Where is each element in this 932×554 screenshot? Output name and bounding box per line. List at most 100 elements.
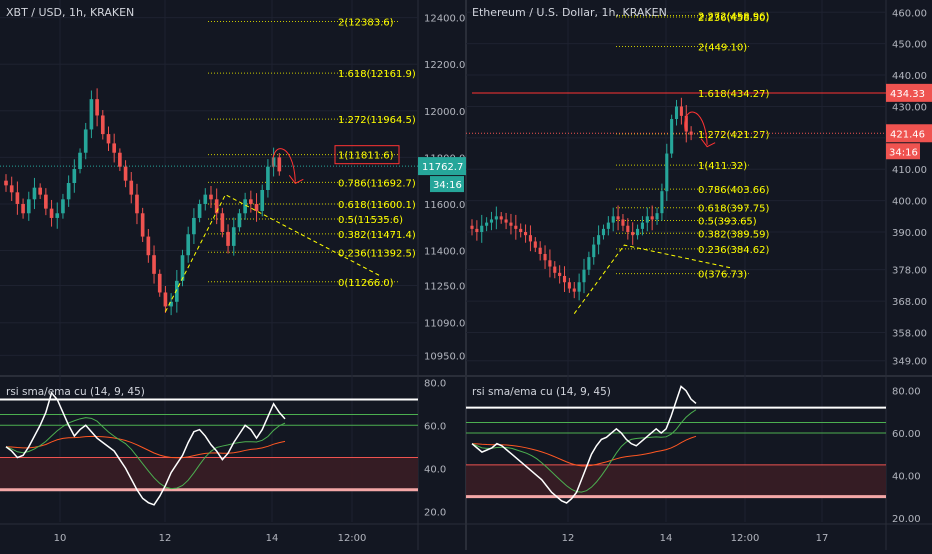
candle-body — [621, 219, 625, 226]
rsi-tick-label: 20.0 — [424, 507, 446, 518]
red-level-label: 434.33 — [890, 89, 925, 100]
fib-level-label: 2(12383.6) — [338, 17, 394, 28]
candle-body — [192, 217, 196, 235]
candle-body — [106, 134, 111, 144]
candle-body — [66, 183, 71, 200]
candle-body — [470, 225, 474, 229]
candle-body — [169, 301, 173, 307]
x-tick-label: 17 — [816, 533, 829, 544]
rsi-tick-label: 80.0 — [424, 378, 446, 389]
candle-body — [533, 241, 537, 248]
candle-body — [26, 199, 31, 214]
candle-body — [679, 106, 683, 116]
annotation-arrow — [684, 111, 708, 145]
x-tick-label: 14 — [266, 533, 279, 544]
candle-body — [587, 257, 591, 270]
y-tick-label: 430.00 — [892, 102, 927, 113]
fib-level-label: 0.618(11600.1) — [338, 200, 416, 211]
candle-body — [249, 199, 253, 204]
candle-body — [237, 213, 242, 228]
candle-body — [226, 231, 230, 246]
last-price-badge — [886, 124, 932, 143]
candle-body — [49, 208, 54, 218]
fib-level-label: 0(11266.0) — [338, 278, 394, 289]
fib-level-label: 1.618(12161.9) — [338, 69, 416, 80]
candle-body — [528, 235, 532, 242]
rsi-tick-label: 80.00 — [892, 387, 921, 398]
candle-body — [558, 272, 562, 276]
fib-level-label: 0.5(393.65) — [698, 217, 757, 228]
fib-level-label: 0.236(11392.5) — [338, 248, 416, 259]
candle-body — [509, 222, 513, 226]
candle-body — [89, 99, 94, 130]
candle-body — [112, 143, 117, 153]
rsi-line — [471, 385, 697, 504]
candle-body — [670, 119, 674, 154]
candle-body — [616, 216, 620, 220]
rsi-fast-average — [5, 417, 286, 490]
candle-body — [214, 199, 219, 214]
y-tick-label: 358.00 — [892, 328, 927, 339]
candle-body — [95, 99, 99, 116]
candle-body — [243, 199, 247, 214]
candle-body — [123, 166, 128, 181]
annotation-arrow — [272, 148, 296, 182]
candle-body — [548, 260, 552, 267]
candle-body — [665, 153, 669, 192]
candle-body — [626, 225, 630, 233]
candle-body — [645, 216, 649, 223]
candle-body — [118, 152, 122, 167]
candle-body — [494, 216, 498, 220]
y-tick-label: 390.00 — [892, 228, 927, 239]
fib-level-label: 2.236(458.50) — [698, 13, 770, 24]
candle-body — [277, 157, 282, 172]
y-tick-label: 440.00 — [892, 71, 927, 82]
candle-body — [135, 194, 139, 214]
candle-body — [499, 216, 503, 220]
candle-body — [611, 216, 615, 223]
candle-body — [480, 225, 484, 233]
candle-body — [684, 115, 688, 132]
countdown-label: 34:16 — [889, 147, 918, 158]
candle-body — [209, 194, 213, 200]
x-tick-label: 10 — [54, 533, 67, 544]
candle-body — [4, 180, 8, 186]
rsi-tick-label: 60.00 — [892, 429, 921, 440]
candle-body — [186, 234, 191, 256]
fib-level-label: 2(449.10) — [698, 42, 747, 53]
y-tick-label: 450.00 — [892, 40, 927, 51]
countdown-label: 34:16 — [433, 180, 462, 191]
candle-body — [197, 203, 202, 218]
red-level-badge — [886, 83, 932, 102]
rsi-oversold-band — [466, 464, 886, 497]
fib-level-label: 0(376.73) — [698, 270, 747, 281]
candle-body — [61, 199, 65, 214]
candle-body — [254, 203, 259, 211]
trend-dashed-line — [164, 194, 381, 312]
candle-body — [55, 213, 60, 218]
candle-body — [271, 157, 276, 167]
candle-body — [577, 282, 581, 292]
candle-body — [260, 189, 265, 211]
candle-body — [231, 227, 236, 246]
x-tick-label: 12 — [159, 533, 172, 544]
candle-body — [650, 216, 654, 220]
candle-body — [538, 247, 542, 254]
last-price-label: 421.46 — [890, 129, 925, 140]
candle-body — [152, 255, 156, 274]
fib-level-label: 0.382(11471.4) — [338, 230, 416, 241]
rsi-tick-label: 20.00 — [892, 514, 921, 525]
rsi-tick-label: 60.0 — [424, 421, 446, 432]
y-tick-label: 400.00 — [892, 197, 927, 208]
candle-body — [567, 282, 571, 289]
y-tick-label: 410.00 — [892, 165, 927, 176]
candle-body — [597, 235, 601, 245]
candle-body — [660, 191, 664, 214]
candle-body — [606, 222, 610, 229]
candle-body — [44, 194, 48, 209]
candle-body — [38, 187, 42, 195]
x-tick-label: 12:00 — [731, 533, 760, 544]
right-chart-title: Ethereum / U.S. Dollar, 1h, KRAKEN — [472, 6, 667, 19]
left-chart-title: XBT / USD, 1h, KRAKEN — [6, 6, 135, 19]
